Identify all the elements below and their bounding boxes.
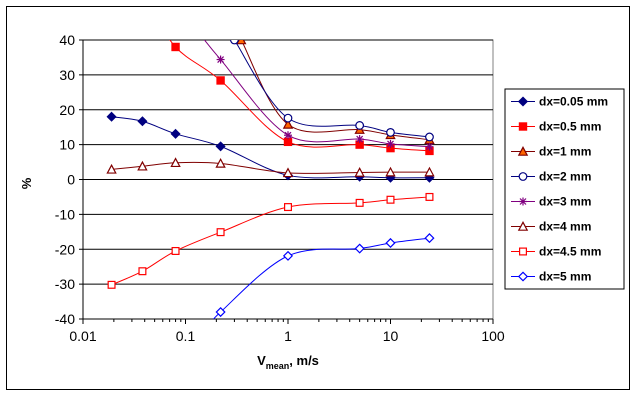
legend-label: dx=3 mm [539,195,591,209]
legend-label: dx=4.5 mm [539,245,601,259]
data-point [425,132,434,142]
data-point [171,42,180,52]
data-point [106,111,117,122]
data-point [215,306,226,318]
legend-marker [517,96,529,107]
data-point [215,157,226,168]
data-point [355,198,364,207]
legend-label: dx=1 mm [539,145,591,159]
data-point [284,131,292,140]
x-axis-title-subscript: mean [266,361,290,371]
series-6 [106,157,435,178]
legend-item: dx=5 mm [511,270,591,284]
y-tick-label: 40 [59,32,75,48]
chart-frame: 40 30 20 10 0 -10 -20 -30 -40 0.01 0.1 1 10 100 dx=0.… [6,6,630,390]
data-point [216,55,225,64]
data-point [106,163,117,174]
data-point [215,141,226,152]
data-point [385,237,396,249]
legend-label: dx=0.05 mm [539,95,608,109]
series-8 [199,233,435,337]
data-point [282,167,294,178]
data-point [354,167,365,177]
x-tick-label: 0.01 [69,328,96,344]
data-point [424,166,435,177]
x-tick-label: 0.1 [176,328,196,344]
data-point [284,203,293,212]
y-tick-label: -20 [55,241,75,257]
data-point [385,166,396,177]
legend-label: dx=2 mm [539,170,591,184]
x-tick-label: 1 [284,328,292,344]
y-tick-label: 30 [59,67,75,83]
legend-item: dx=1 mm [511,145,591,159]
data-point [386,128,395,137]
y-tick-label: 20 [59,102,75,118]
legend-item: dx=0.5 mm [511,120,601,134]
legend-marker [518,247,527,256]
series-5 [190,22,434,151]
legend-marker [518,122,528,131]
y-tick-label: -40 [55,311,75,327]
data-point [199,329,207,337]
legend-marker [517,271,529,282]
data-point [386,139,395,148]
data-point [425,142,434,151]
data-point [282,250,294,261]
data-point [138,267,147,276]
legend-label: dx=4 mm [539,220,591,234]
data-point [216,228,225,237]
legend-item: dx=3 mm [511,195,591,209]
x-tick-label: 100 [481,328,505,344]
y-axis-title: % [19,177,34,189]
data-point [137,116,148,127]
y-tick-label: 0 [67,172,75,188]
data-point [282,118,294,129]
data-point [230,40,239,45]
data-point [236,40,247,45]
x-tick-label: 10 [383,328,399,344]
legend-label: dx=0.5 mm [539,120,601,134]
y-tick-label: 10 [59,137,75,153]
data-point [283,137,293,147]
legend-label: dx=5 mm [539,270,591,284]
series-line [111,161,430,174]
y-tick-label: -30 [55,276,75,292]
x-axis-title-suffix: , m/s [289,353,319,368]
legend-marker [519,197,527,206]
data-point [425,192,434,201]
data-point [171,246,180,255]
data-point [137,160,148,171]
legend-marker [518,172,528,181]
data-point [170,128,181,139]
data-point [170,157,181,168]
legend-item: dx=4 mm [511,220,591,234]
data-point [355,135,364,144]
legend-item: dx=0.05 mm [511,95,608,109]
series-layer [106,22,435,337]
series-4 [230,40,434,142]
data-point [190,22,198,30]
legend-marker [517,146,529,156]
x-axis-title-main: V [257,353,266,368]
data-point [386,195,395,204]
legend-marker [517,221,529,231]
data-point [354,243,365,254]
legend-item: dx=2 mm [511,170,591,184]
data-point [107,280,116,289]
y-tick-label: -10 [55,206,75,222]
legend: dx=0.05 mm dx=0.5 mm dx=1 mm dx=2 mm dx=3 mm… [504,88,625,290]
data-point [216,76,225,85]
series-7 [107,192,434,289]
data-point [283,113,293,123]
x-axis-title: Vmean, m/s [257,353,319,371]
legend-item: dx=4.5 mm [511,245,601,259]
data-point [355,121,365,130]
axes [79,39,494,324]
data-point [424,233,435,244]
